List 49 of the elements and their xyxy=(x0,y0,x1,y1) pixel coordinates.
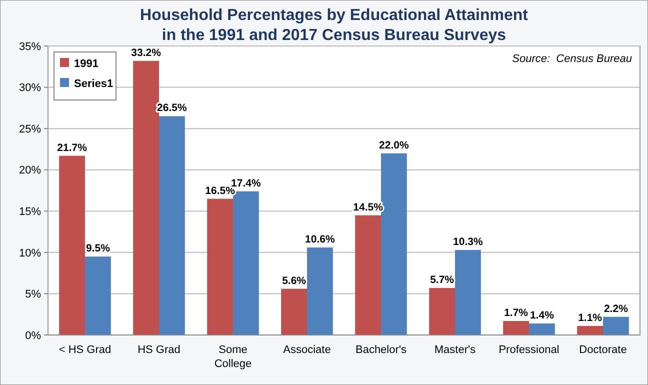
bar xyxy=(429,288,455,335)
y-tick-label: 0% xyxy=(25,330,42,342)
data-label: 22.0% xyxy=(379,139,410,152)
x-tick-label: HS Grad xyxy=(138,344,180,356)
bar xyxy=(159,116,185,335)
legend-label: Series1 xyxy=(74,78,114,90)
bar xyxy=(381,153,407,335)
data-label: 5.6% xyxy=(282,274,307,287)
data-label: 10.3% xyxy=(453,236,484,248)
y-tick-label: 5% xyxy=(25,288,42,301)
bar xyxy=(233,191,259,335)
data-label: 33.2% xyxy=(131,46,162,59)
data-label: 1.4% xyxy=(530,309,555,322)
data-label: 2.2% xyxy=(604,302,629,315)
bar xyxy=(207,198,233,335)
bar xyxy=(307,247,333,335)
x-tick-label: Associate xyxy=(283,344,331,356)
y-tick-label: 15% xyxy=(18,206,42,218)
legend-label: 1991 xyxy=(74,58,98,70)
y-tick-label: 20% xyxy=(18,164,42,177)
data-label: 10.6% xyxy=(305,233,336,246)
x-tick-label: Professional xyxy=(498,344,560,356)
data-label: 21.7% xyxy=(57,142,88,154)
y-tick-label: 35% xyxy=(18,40,42,53)
data-label: 1.1% xyxy=(578,312,603,324)
bar xyxy=(529,323,555,335)
y-tick-label: 10% xyxy=(18,247,42,260)
x-tick-label: Bachelor's xyxy=(355,344,408,356)
bar xyxy=(355,215,381,335)
data-label: 1.7% xyxy=(504,306,529,319)
x-tick-label: < HS Grad xyxy=(58,344,112,356)
bar xyxy=(603,316,629,335)
bar xyxy=(85,256,111,335)
bar xyxy=(133,60,159,335)
chart-title: Household Percentages by Educational Attainment in the 1991 and 2017 Census Bureau Surveys xyxy=(140,7,529,44)
annotation: Source: Census Bureau xyxy=(512,53,632,65)
bar xyxy=(503,320,529,335)
bar xyxy=(577,326,603,335)
data-label: 17.4% xyxy=(231,177,262,190)
bar xyxy=(281,288,307,335)
y-tick-label: 25% xyxy=(18,123,42,136)
data-label: 9.5% xyxy=(86,242,111,255)
x-tick-label: Some College xyxy=(214,344,252,370)
bar xyxy=(455,250,481,335)
data-label: 5.7% xyxy=(430,274,455,286)
y-tick-label: 30% xyxy=(18,82,42,94)
bar xyxy=(59,156,85,335)
x-tick-label: Master's xyxy=(434,344,476,356)
x-tick-label: Doctorate xyxy=(579,344,627,356)
